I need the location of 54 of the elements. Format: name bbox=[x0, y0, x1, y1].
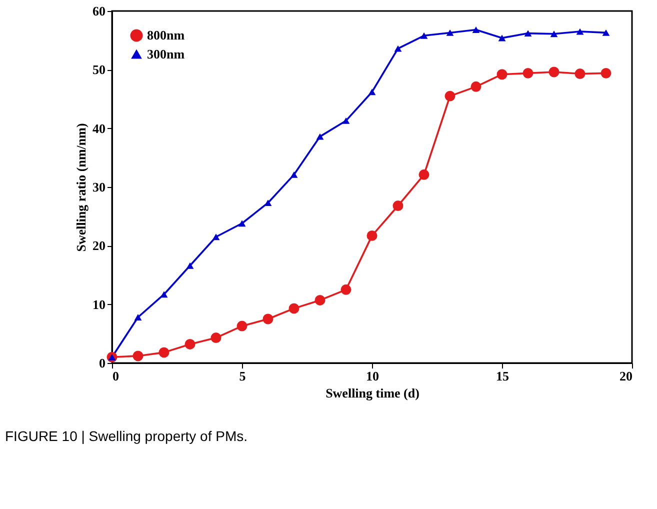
y-tick-label: 10 bbox=[92, 296, 106, 312]
point bbox=[522, 68, 534, 78]
legend-label: 300nm bbox=[147, 46, 185, 62]
point bbox=[238, 220, 246, 227]
point bbox=[496, 69, 508, 80]
y-tick-label: 40 bbox=[92, 120, 106, 136]
legend-label: 800nm bbox=[147, 28, 185, 42]
point bbox=[342, 117, 350, 124]
point bbox=[418, 169, 430, 180]
point bbox=[472, 26, 480, 33]
point bbox=[212, 234, 220, 240]
x-axis-title: Swelling time (d) bbox=[326, 386, 420, 400]
point bbox=[548, 66, 560, 78]
point bbox=[158, 347, 170, 358]
y-axis-title: Swelling ratio (nm/nm) bbox=[74, 123, 88, 252]
point bbox=[602, 29, 610, 36]
point bbox=[550, 30, 558, 38]
point bbox=[576, 28, 584, 35]
y-tick-label: 20 bbox=[92, 238, 106, 254]
point bbox=[314, 294, 326, 306]
x-tick-label: 15 bbox=[496, 368, 510, 384]
point bbox=[444, 90, 456, 102]
point bbox=[186, 262, 194, 269]
point bbox=[134, 314, 142, 320]
point bbox=[368, 88, 376, 96]
point bbox=[210, 332, 222, 344]
x-tick-label: 10 bbox=[366, 368, 379, 384]
point bbox=[366, 230, 378, 241]
point bbox=[340, 284, 352, 295]
point bbox=[392, 200, 404, 212]
point bbox=[160, 291, 168, 298]
x-tick-label: 0 bbox=[112, 368, 119, 384]
point bbox=[132, 350, 144, 362]
point bbox=[262, 314, 274, 324]
point bbox=[236, 320, 248, 332]
point bbox=[600, 68, 612, 78]
point bbox=[420, 32, 428, 39]
point bbox=[394, 45, 402, 52]
y-tick-label: 50 bbox=[92, 62, 106, 78]
point bbox=[316, 133, 324, 140]
point bbox=[288, 303, 300, 314]
point bbox=[574, 68, 586, 80]
point bbox=[184, 338, 196, 350]
point bbox=[470, 81, 482, 92]
x-tick-label: 20 bbox=[620, 368, 632, 384]
y-tick-label: 30 bbox=[92, 180, 106, 194]
point bbox=[446, 29, 454, 36]
point bbox=[524, 30, 532, 37]
x-tick-label: 5 bbox=[239, 368, 246, 384]
point bbox=[498, 34, 506, 42]
caption: FIGURE 10 | Swelling property of PMs. bbox=[5, 428, 248, 444]
y-tick-label: 0 bbox=[99, 356, 106, 370]
point bbox=[290, 171, 298, 178]
y-tick-label: 60 bbox=[92, 4, 106, 18]
